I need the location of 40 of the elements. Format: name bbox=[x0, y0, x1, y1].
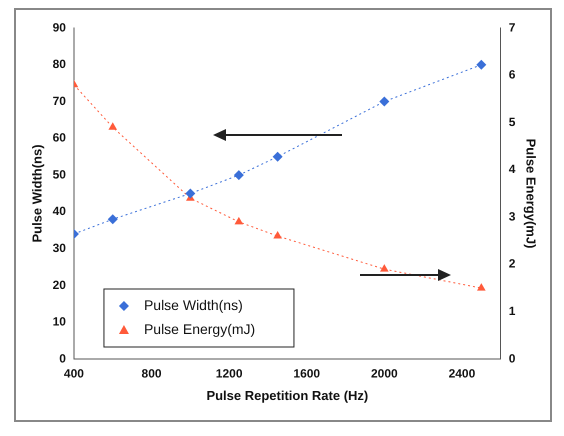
x-tick-label: 2400 bbox=[448, 366, 476, 381]
y-tick-label: 50 bbox=[52, 167, 66, 182]
point bbox=[272, 152, 283, 162]
x-tick-label: 400 bbox=[64, 366, 84, 381]
y2-tick-label: 6 bbox=[508, 68, 516, 82]
legend-label: Pulse Width(ns) bbox=[144, 296, 243, 313]
point bbox=[476, 60, 486, 70]
x-tick-label: 1600 bbox=[293, 366, 320, 381]
point bbox=[273, 231, 282, 239]
point bbox=[108, 214, 118, 224]
point bbox=[380, 264, 389, 272]
point bbox=[185, 188, 196, 198]
point bbox=[234, 216, 244, 224]
y-tick-label: 60 bbox=[52, 130, 66, 145]
y-tick-label: 70 bbox=[52, 94, 66, 108]
x-tick-label: 800 bbox=[142, 366, 162, 381]
y-axis-title: Pulse Width(ns) bbox=[29, 144, 44, 243]
y2-tick-label: 5 bbox=[508, 114, 516, 129]
point bbox=[234, 170, 244, 180]
y2-axis-title: Pulse Energy(mJ) bbox=[524, 138, 539, 248]
y-tick-label: 80 bbox=[52, 57, 66, 72]
point bbox=[108, 122, 118, 130]
point bbox=[379, 96, 390, 107]
y-tick-label: 40 bbox=[52, 204, 66, 218]
y2-tick-label: 4 bbox=[508, 162, 516, 176]
point bbox=[476, 283, 486, 291]
legend-label: Pulse Energy(mJ) bbox=[144, 320, 256, 337]
x-tick-label: 2000 bbox=[370, 366, 398, 381]
y-tick-label: 90 bbox=[52, 20, 66, 34]
y2-tick-label: 7 bbox=[508, 20, 516, 34]
y-tick-label: 20 bbox=[52, 278, 66, 292]
y2-tick-label: 2 bbox=[508, 256, 516, 271]
y-tick-label: 0 bbox=[59, 351, 66, 366]
y-tick-label: 30 bbox=[52, 240, 66, 255]
x-axis-title: Pulse Repetition Rate (Hz) bbox=[206, 388, 368, 403]
x-tick-label: 1200 bbox=[216, 366, 243, 381]
y-tick-label: 10 bbox=[52, 314, 66, 329]
y2-tick-label: 0 bbox=[508, 351, 516, 366]
y2-tick-label: 1 bbox=[508, 304, 516, 318]
y2-tick-label: 3 bbox=[508, 209, 516, 224]
